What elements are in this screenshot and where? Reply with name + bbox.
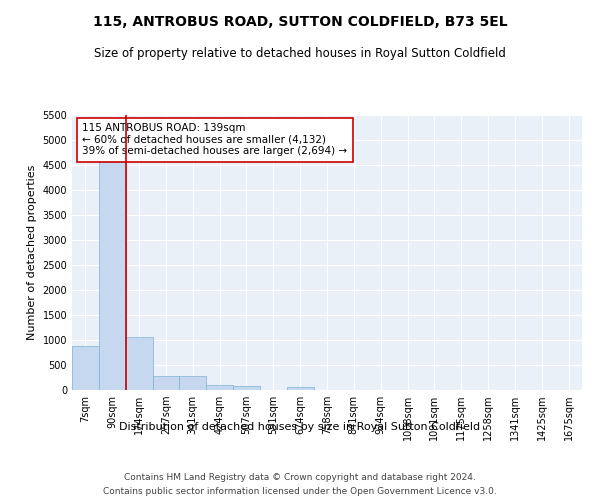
Bar: [72, 346, 99, 390]
Bar: [152, 376, 179, 390]
Text: Contains public sector information licensed under the Open Government Licence v3: Contains public sector information licen…: [103, 488, 497, 496]
Text: 115, ANTROBUS ROAD, SUTTON COLDFIELD, B73 5EL: 115, ANTROBUS ROAD, SUTTON COLDFIELD, B7…: [92, 15, 508, 29]
Text: Size of property relative to detached houses in Royal Sutton Coldfield: Size of property relative to detached ho…: [94, 48, 506, 60]
Text: Contains HM Land Registry data © Crown copyright and database right 2024.: Contains HM Land Registry data © Crown c…: [124, 472, 476, 482]
Bar: [179, 376, 206, 390]
Bar: [206, 385, 233, 390]
Bar: [125, 337, 152, 390]
Y-axis label: Number of detached properties: Number of detached properties: [27, 165, 37, 340]
Bar: [287, 387, 314, 390]
Text: 115 ANTROBUS ROAD: 139sqm
← 60% of detached houses are smaller (4,132)
39% of se: 115 ANTROBUS ROAD: 139sqm ← 60% of detac…: [82, 123, 347, 156]
Bar: [233, 386, 260, 390]
Text: Distribution of detached houses by size in Royal Sutton Coldfield: Distribution of detached houses by size …: [119, 422, 481, 432]
Bar: [99, 162, 125, 390]
